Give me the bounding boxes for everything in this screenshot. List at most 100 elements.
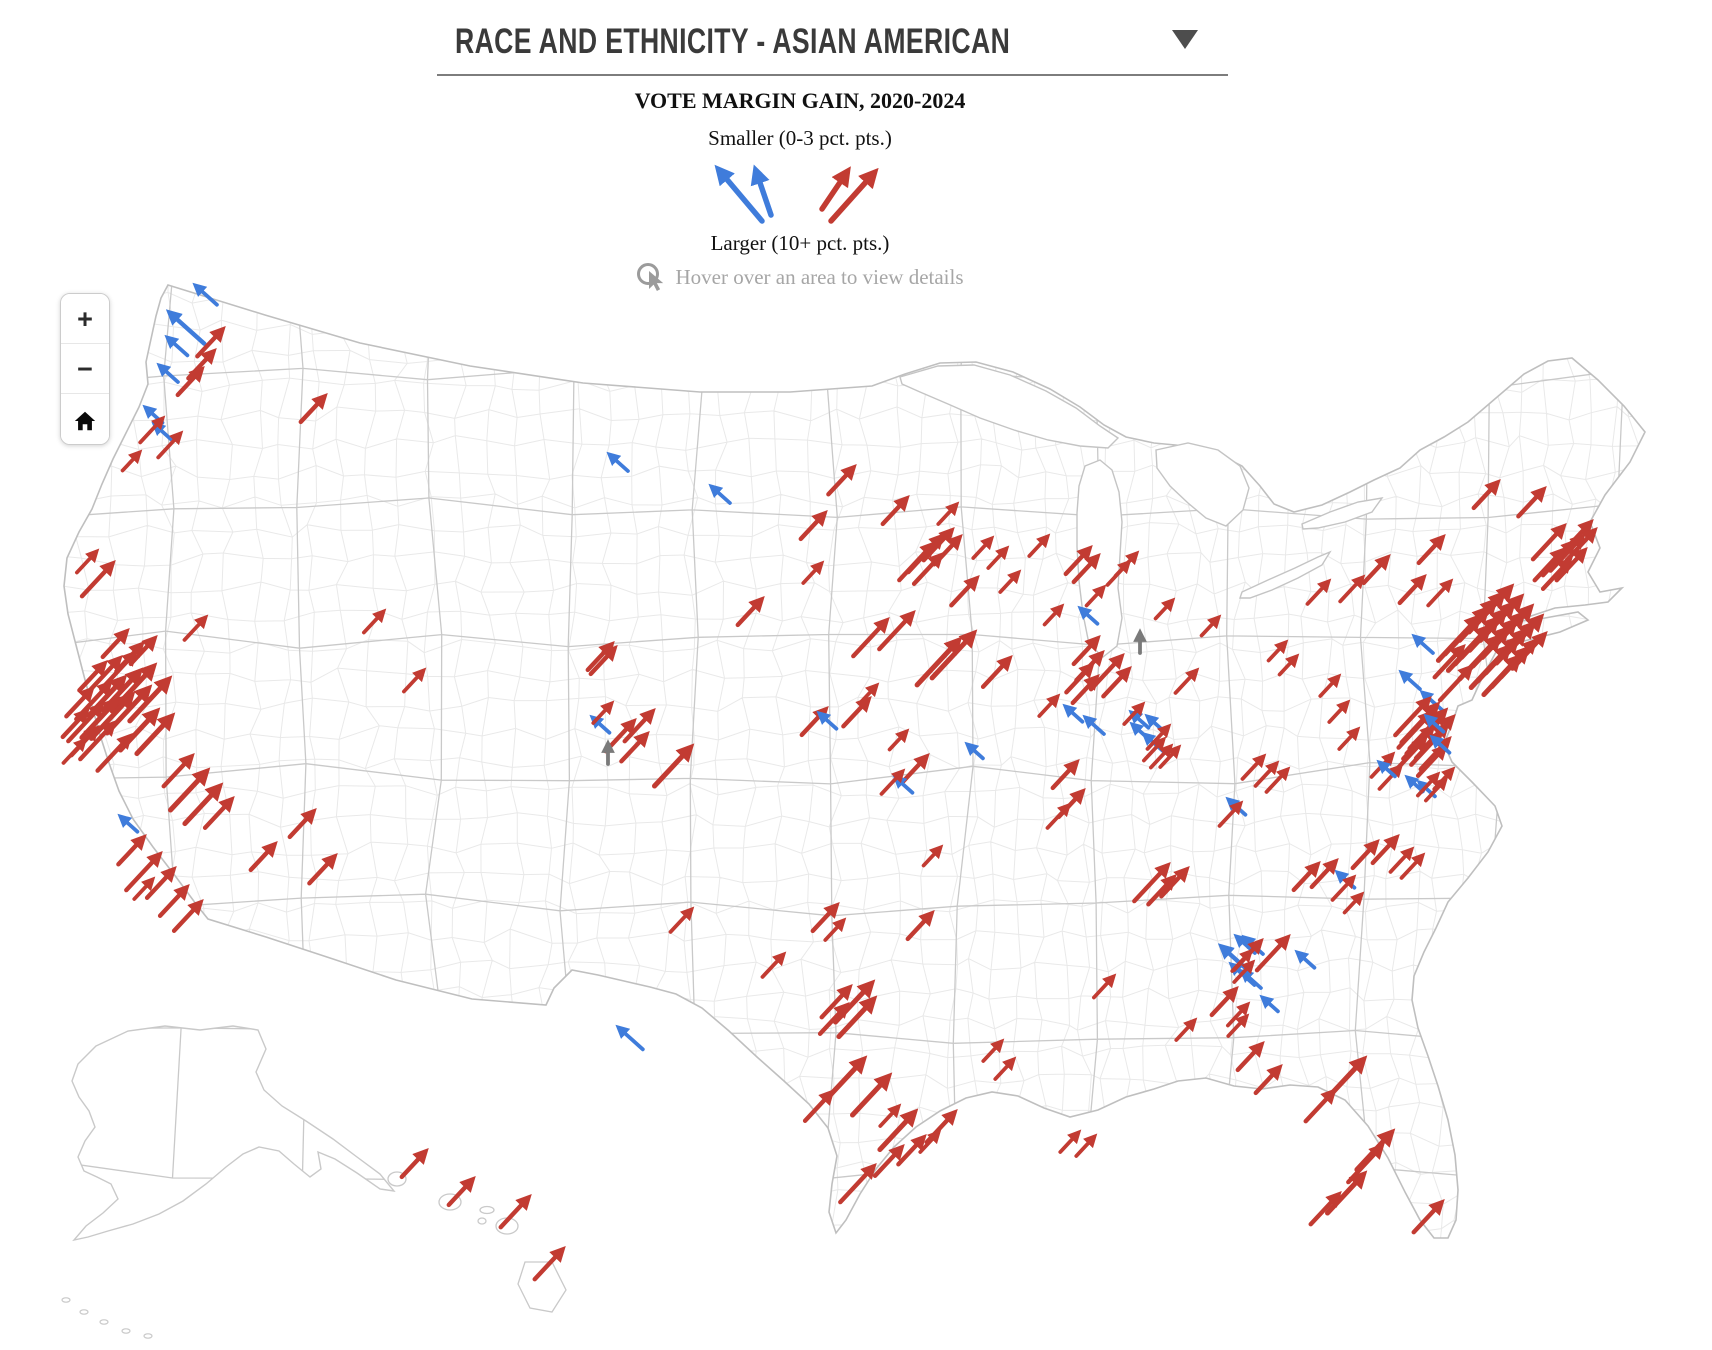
shift-arrow-democrat[interactable] — [1376, 759, 1397, 779]
shift-arrow-republican[interactable] — [100, 627, 130, 660]
shift-arrow-republican[interactable] — [971, 535, 995, 560]
shift-arrow-democrat[interactable] — [1062, 703, 1085, 724]
shift-arrow-republican[interactable] — [144, 865, 177, 900]
shift-arrow-republican[interactable] — [993, 1056, 1017, 1081]
shift-arrow-republican[interactable] — [138, 415, 166, 445]
shift-arrow-republican[interactable] — [798, 509, 828, 542]
shift-arrow-republican[interactable] — [591, 700, 615, 725]
shift-arrow-republican[interactable] — [1432, 766, 1456, 791]
shift-arrow-republican[interactable] — [936, 501, 960, 526]
shift-arrow-republican[interactable] — [1042, 603, 1065, 627]
shift-arrow-republican[interactable] — [95, 732, 133, 773]
shift-arrow-republican[interactable] — [1217, 800, 1244, 828]
shift-arrow-republican[interactable] — [124, 850, 163, 893]
shift-arrow-democrat[interactable] — [1398, 669, 1422, 691]
shift-arrow-republican[interactable] — [760, 951, 787, 979]
shift-arrow-republican[interactable] — [401, 667, 427, 694]
shift-arrow-democrat[interactable] — [1239, 968, 1263, 990]
shift-arrow-republican[interactable] — [60, 707, 90, 740]
shift-arrow-republican[interactable] — [1173, 667, 1200, 695]
zoom-out-button[interactable]: − — [61, 344, 109, 394]
shift-arrow-republican[interactable] — [202, 795, 235, 830]
shift-arrow-republican[interactable] — [168, 767, 211, 813]
shift-arrow-republican[interactable] — [906, 532, 945, 575]
shift-arrow-republican[interactable] — [1142, 736, 1167, 763]
shift-arrow-republican[interactable] — [841, 695, 872, 729]
shift-arrow-republican[interactable] — [1266, 639, 1289, 663]
shift-arrow-republican[interactable] — [838, 1162, 877, 1205]
shift-arrow-republican[interactable] — [1174, 1017, 1198, 1042]
shift-arrow-democrat[interactable] — [165, 309, 207, 346]
zoom-in-button[interactable]: + — [61, 294, 109, 344]
shift-arrow-republican[interactable] — [1318, 673, 1342, 698]
shift-arrow-republican[interactable] — [1264, 766, 1291, 794]
shift-arrow-republican[interactable] — [1411, 1198, 1445, 1235]
shift-arrow-democrat[interactable] — [164, 334, 190, 358]
shift-arrow-republican[interactable] — [248, 840, 278, 873]
shift-arrow-republican[interactable] — [1416, 533, 1446, 566]
shift-arrow-republican[interactable] — [981, 1038, 1005, 1063]
shift-arrow-republican[interactable] — [498, 1193, 532, 1230]
shift-arrow-republican[interactable] — [287, 807, 317, 840]
shift-arrow-republican[interactable] — [914, 636, 963, 688]
shift-arrow-republican[interactable] — [802, 1088, 835, 1124]
shift-arrow-republican[interactable] — [77, 659, 108, 693]
shift-arrow-republican[interactable] — [1074, 1133, 1098, 1158]
shift-arrow-republican[interactable] — [872, 1143, 905, 1179]
shift-arrow-republican[interactable] — [1397, 573, 1427, 606]
shift-arrow-republican[interactable] — [1395, 735, 1428, 770]
shift-arrow-republican[interactable] — [118, 707, 161, 753]
shift-arrow-republican[interactable] — [78, 719, 117, 762]
shift-arrow-republican[interactable] — [1421, 713, 1456, 751]
shift-arrow-democrat[interactable] — [1259, 994, 1280, 1014]
shift-arrow-republican[interactable] — [1199, 614, 1222, 638]
shift-arrow-republican[interactable] — [1399, 852, 1426, 880]
shift-arrow-democrat[interactable] — [816, 710, 839, 731]
shift-arrow-democrat[interactable] — [1077, 605, 1100, 626]
shift-arrow-republican[interactable] — [1325, 1170, 1368, 1216]
shift-arrow-republican[interactable] — [887, 728, 910, 752]
shift-arrow-republican[interactable] — [1416, 771, 1441, 798]
shift-arrow-republican[interactable] — [1113, 550, 1140, 578]
home-button[interactable] — [61, 394, 109, 444]
shift-arrow-republican[interactable] — [1226, 1013, 1250, 1038]
shift-arrow-democrat[interactable] — [117, 813, 140, 834]
shift-arrow-democrat[interactable] — [708, 483, 732, 505]
shift-arrow-republican[interactable] — [156, 430, 184, 460]
shift-arrow-republican[interactable] — [1426, 578, 1454, 608]
shift-arrow-republican[interactable] — [66, 701, 105, 744]
shift-arrow-republican[interactable] — [75, 548, 100, 575]
shift-arrow-republican[interactable] — [1499, 637, 1538, 680]
shift-arrow-republican[interactable] — [1101, 665, 1132, 699]
shift-arrow-republican[interactable] — [298, 392, 328, 425]
shift-arrow-republican[interactable] — [1415, 743, 1448, 778]
shift-arrow-republican[interactable] — [929, 629, 978, 681]
shift-arrow-republican[interactable] — [1037, 693, 1061, 718]
shift-arrow-republican[interactable] — [810, 901, 840, 934]
shift-arrow-republican[interactable] — [1377, 763, 1404, 791]
shift-arrow-republican[interactable] — [1158, 744, 1182, 769]
shift-arrow-republican[interactable] — [1209, 985, 1239, 1018]
shift-arrow-republican[interactable] — [1516, 485, 1547, 519]
shift-arrow-republican[interactable] — [905, 909, 935, 942]
shift-arrow-republican[interactable] — [79, 559, 116, 599]
shift-arrow-republican[interactable] — [1146, 873, 1177, 907]
shift-arrow-republican[interactable] — [1253, 1063, 1283, 1096]
shift-arrow-republican[interactable] — [1088, 652, 1125, 692]
shift-arrow-republican[interactable] — [532, 1245, 566, 1282]
shift-arrow-republican[interactable] — [619, 730, 650, 764]
shift-arrow-republican[interactable] — [668, 906, 695, 934]
shift-arrow-republican[interactable] — [1277, 653, 1300, 677]
shift-arrow-republican[interactable] — [1330, 874, 1357, 902]
shift-arrow-republican[interactable] — [307, 852, 338, 886]
shift-arrow-republican[interactable] — [1240, 753, 1267, 781]
shift-arrow-republican[interactable] — [918, 1129, 942, 1154]
shift-arrow-republican[interactable] — [1132, 861, 1171, 904]
shift-arrow-republican[interactable] — [826, 463, 857, 497]
shift-arrow-republican[interactable] — [157, 883, 190, 918]
shift-arrow-republican[interactable] — [1540, 556, 1573, 591]
shift-arrow-republican[interactable] — [1253, 760, 1280, 788]
shift-arrow-republican[interactable] — [1388, 846, 1415, 874]
shift-arrow-democrat[interactable] — [156, 362, 180, 384]
